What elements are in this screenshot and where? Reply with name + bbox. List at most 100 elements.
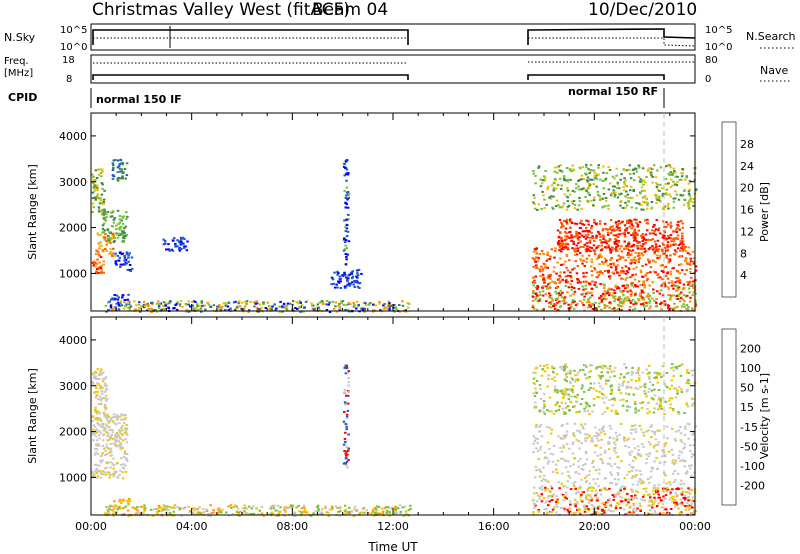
- velocity-cell: [594, 489, 598, 492]
- power-cell: [595, 173, 598, 176]
- velocity-cell: [659, 401, 662, 404]
- time-axis-label: Time UT: [367, 540, 418, 554]
- power-cell: [194, 301, 197, 303]
- velocity-cell: [212, 508, 215, 511]
- velocity-cell: [155, 508, 158, 511]
- power-cell: [664, 266, 668, 269]
- velocity-cell: [679, 426, 682, 428]
- velocity-cell: [533, 507, 536, 510]
- power-cell: [587, 254, 591, 257]
- velocity-cell: [579, 496, 582, 499]
- velocity-cell: [607, 448, 611, 451]
- power-cell: [192, 300, 196, 303]
- velocity-cell: [170, 506, 173, 509]
- velocity-cell: [399, 512, 402, 515]
- velocity-cell: [672, 366, 675, 369]
- velocity-cell: [616, 466, 619, 469]
- velocity-cell: [128, 497, 131, 500]
- velocity-cell: [656, 489, 659, 492]
- power-cell: [659, 166, 663, 169]
- velocity-cell: [653, 376, 656, 379]
- velocity-cell: [645, 395, 648, 398]
- velocity-cell: [399, 510, 403, 513]
- velocity-cell: [670, 366, 673, 369]
- power-cell: [682, 298, 685, 301]
- power-cell: [102, 201, 105, 203]
- power-cell: [566, 180, 570, 183]
- colorbar-tick-label: 100: [740, 362, 761, 375]
- velocity-cell: [627, 471, 631, 473]
- power-cell: [638, 254, 641, 257]
- velocity-cell: [576, 411, 579, 414]
- power-cell: [541, 268, 544, 271]
- velocity-cell: [632, 511, 635, 514]
- power-cell: [669, 226, 673, 229]
- power-cell: [600, 244, 603, 247]
- power-cell: [622, 168, 625, 171]
- power-cell: [584, 288, 588, 290]
- power-cell: [639, 269, 643, 272]
- velocity-cell: [345, 417, 349, 420]
- power-cell: [119, 300, 123, 303]
- power-cell: [635, 194, 639, 197]
- power-cell: [597, 305, 601, 308]
- power-cell: [600, 294, 603, 297]
- velocity-cell: [373, 514, 376, 517]
- velocity-cell: [674, 387, 678, 390]
- velocity-cell: [104, 512, 107, 515]
- power-cell: [619, 178, 622, 181]
- velocity-cell: [139, 505, 143, 508]
- power-cell: [122, 171, 125, 174]
- velocity-cell: [633, 424, 637, 427]
- velocity-cell: [673, 462, 677, 464]
- power-cell: [344, 308, 347, 311]
- velocity-cell: [566, 508, 569, 511]
- power-cell: [572, 235, 576, 238]
- velocity-cell: [587, 508, 590, 511]
- power-cell: [325, 303, 328, 306]
- power-cell: [580, 174, 584, 177]
- velocity-cell: [651, 501, 654, 504]
- velocity-cell: [630, 378, 633, 381]
- velocity-cell: [648, 364, 651, 367]
- velocity-cell: [649, 426, 652, 428]
- velocity-cell: [304, 511, 308, 514]
- power-cell: [575, 244, 579, 247]
- power-cell: [262, 301, 265, 304]
- power-cell: [611, 246, 614, 249]
- power-cell: [103, 222, 106, 225]
- velocity-cell: [646, 512, 650, 515]
- power-cell: [609, 248, 612, 250]
- power-cell: [614, 285, 617, 288]
- velocity-cell: [537, 509, 540, 511]
- velocity-cell: [549, 491, 552, 493]
- power-cell: [666, 277, 670, 280]
- power-cell: [372, 309, 375, 312]
- velocity-cell: [347, 384, 350, 387]
- velocity-cell: [345, 366, 349, 369]
- power-cell: [682, 286, 685, 289]
- power-cell: [671, 294, 674, 297]
- power-cell: [669, 234, 673, 237]
- velocity-cell: [647, 441, 651, 443]
- velocity-cell: [606, 371, 609, 374]
- power-cell: [578, 232, 582, 235]
- power-cell: [655, 298, 658, 300]
- power-cell: [247, 310, 250, 313]
- power-cell: [654, 176, 658, 179]
- power-cell: [642, 282, 646, 285]
- velocity-cell: [650, 499, 653, 502]
- velocity-cell: [671, 472, 675, 475]
- velocity-cell: [344, 452, 347, 455]
- power-cell: [592, 244, 596, 247]
- power-cell: [95, 262, 99, 265]
- power-cell: [566, 200, 569, 203]
- velocity-cell: [584, 433, 587, 436]
- velocity-cell: [543, 405, 546, 408]
- power-cell: [119, 302, 122, 305]
- power-cell: [119, 170, 122, 173]
- power-cell: [615, 167, 618, 170]
- velocity-cell: [532, 451, 535, 453]
- power-cell: [573, 207, 577, 210]
- power-cell: [617, 220, 621, 223]
